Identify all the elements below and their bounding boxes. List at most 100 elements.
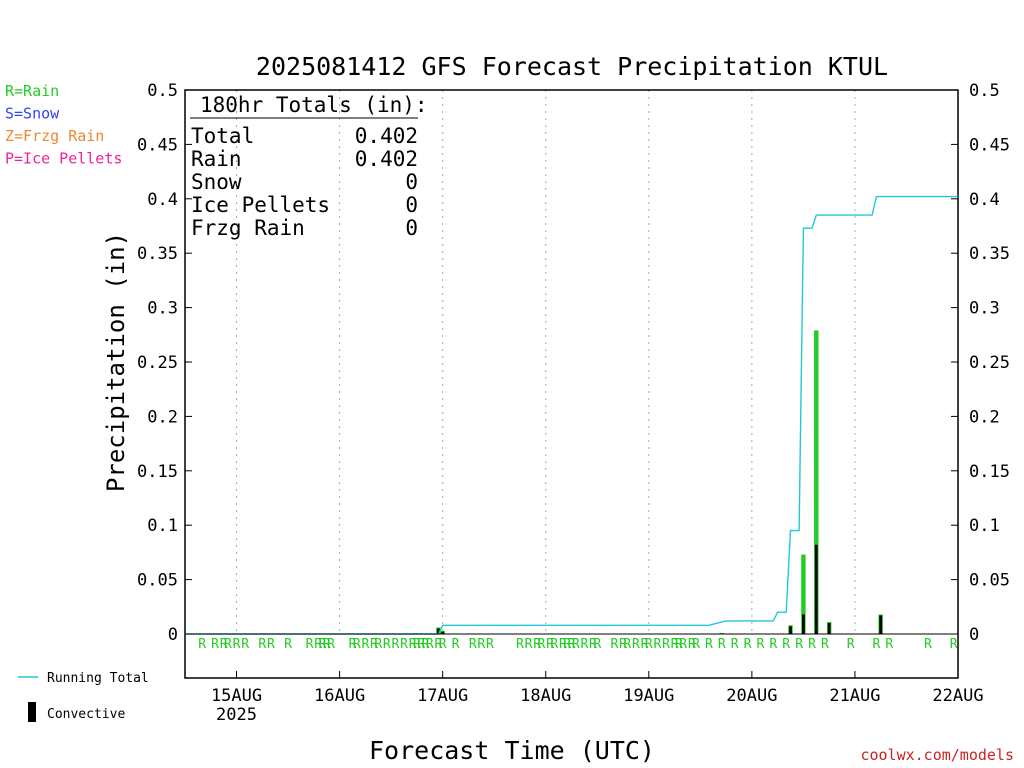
precip-type-marker: R	[477, 637, 485, 652]
precip-type-legend-entry: P=Ice Pellets	[5, 150, 122, 168]
x-tick-label: 17AUG	[417, 686, 468, 706]
precip-type-marker: R	[327, 637, 335, 652]
precip-type-marker: R	[258, 637, 266, 652]
precip-type-marker: R	[559, 637, 567, 652]
gridlines	[236, 90, 856, 634]
precip-type-marker: R	[486, 637, 494, 652]
precip-type-marker: R	[653, 637, 661, 652]
convective-bar	[827, 623, 831, 634]
y-tick-label-right: 0.1	[969, 516, 1000, 536]
totals-row-value: 0.402	[355, 147, 418, 171]
x-tick-label: 20AUG	[726, 686, 777, 706]
totals-row-value: 0	[405, 216, 418, 240]
precip-type-marker: R	[319, 637, 327, 652]
y-axis: 0 0.05 0.1 0.15 0.2 0.25 0.3 0.35 0.4 0.45 0.5	[137, 81, 192, 645]
y-tick-label: 0.5	[147, 81, 178, 101]
series-legend: Running Total Convective	[18, 671, 149, 722]
precip-type-legend-entry: S=Snow	[5, 105, 60, 123]
totals-row-label: Ice Pellets	[191, 193, 330, 217]
x-tick-label: 21AUG	[829, 686, 880, 706]
precip-type-marker: R	[563, 637, 571, 652]
precip-type-marker: R	[469, 637, 477, 652]
precip-type-legend-entry: R=Rain	[5, 82, 59, 100]
precip-type-marker: R	[675, 637, 683, 652]
precip-type-marker: R	[623, 637, 631, 652]
precip-type-marker: R	[950, 637, 958, 652]
running-total-line	[185, 195, 958, 635]
precip-type-marker: R	[546, 637, 554, 652]
precip-type-marker: R	[808, 637, 816, 652]
precip-type-marker: R	[211, 637, 219, 652]
precip-type-marker: R	[550, 637, 558, 652]
precip-type-marker: R	[284, 637, 292, 652]
precip-type-marker: R	[589, 637, 597, 652]
precip-type-legend-entry: Z=Frzg Rain	[5, 127, 104, 145]
precip-type-marker: R	[452, 637, 460, 652]
convective-bar	[436, 628, 440, 634]
y-tick-label: 0.25	[137, 353, 178, 373]
precip-type-marker: R	[619, 637, 627, 652]
rain-bar	[801, 554, 806, 634]
precip-type-marker: R	[641, 637, 649, 652]
totals-row-value: 0	[405, 170, 418, 194]
credit-text: coolwx.com/models	[860, 746, 1014, 764]
precip-type-marker: R	[568, 637, 576, 652]
y-tick-label-right: 0.2	[969, 407, 1000, 427]
precip-type-marker: R	[821, 637, 829, 652]
x-tick-label: 22AUG	[932, 686, 983, 706]
rain-bar	[814, 330, 819, 634]
precip-type-marker: R	[353, 637, 361, 652]
precip-type-marker: R	[662, 637, 670, 652]
precip-type-marker: R	[383, 637, 391, 652]
y-axis-label: Precipitation (in)	[102, 232, 130, 492]
y-tick-label-right: 0.05	[969, 571, 1010, 591]
y-tick-label-right: 0.35	[969, 244, 1010, 264]
y-tick-label-right: 0.15	[969, 462, 1010, 482]
precip-type-marker: R	[924, 637, 932, 652]
precip-type-marker: R	[705, 637, 713, 652]
precip-type-marker: R	[233, 637, 241, 652]
precip-type-marker: R	[885, 637, 893, 652]
convective-legend-label: Convective	[47, 707, 125, 722]
convective-bar	[789, 626, 792, 634]
y-tick-label: 0.35	[137, 244, 178, 264]
totals-row-label: Snow	[191, 170, 242, 194]
y-tick-label-right: 0.5	[969, 81, 1000, 101]
precip-type-marker: R	[198, 637, 206, 652]
y-tick-label-right: 0	[969, 625, 979, 645]
precip-type-marker: R	[361, 637, 369, 652]
y-tick-label-right: 0.3	[969, 299, 1000, 319]
totals-row-value: 0.402	[355, 124, 418, 148]
y-tick-label: 0.2	[147, 407, 178, 427]
precip-type-marker: R	[671, 637, 679, 652]
precip-type-marker: R	[224, 637, 232, 652]
totals-row-label: Frzg Rain	[191, 216, 305, 240]
precip-type-marker: R	[374, 637, 382, 652]
y-tick-label: 0.05	[137, 571, 178, 591]
chart-title: 2025081412 GFS Forecast Precipitation KT…	[256, 52, 888, 81]
precip-type-marker: R	[731, 637, 739, 652]
precip-type-marker: R	[370, 637, 378, 652]
x-tick-label: 15AUG	[211, 686, 262, 706]
convective-bar	[441, 631, 445, 634]
convective-bar	[879, 615, 883, 634]
totals-row-label: Rain	[191, 147, 242, 171]
y-tick-label: 0	[168, 625, 178, 645]
precip-type-marker: R	[323, 637, 331, 652]
precip-type-marker: R	[611, 637, 619, 652]
y-tick-label: 0.4	[147, 190, 178, 210]
precip-type-marker: R	[525, 637, 533, 652]
precip-type-marker: R	[434, 637, 442, 652]
precip-type-marker: R	[533, 637, 541, 652]
y-tick-label-right: 0.25	[969, 353, 1010, 373]
running-total-legend-label: Running Total	[47, 671, 149, 686]
precip-type-marker: R	[417, 637, 425, 652]
rain-bar	[719, 632, 725, 634]
convective-bars	[436, 544, 883, 634]
precip-type-marker: R	[847, 637, 855, 652]
convective-bar	[814, 544, 818, 634]
precip-type-marker: R	[632, 637, 640, 652]
precip-type-marker: R	[782, 637, 790, 652]
y-tick-label: 0.15	[137, 462, 178, 482]
